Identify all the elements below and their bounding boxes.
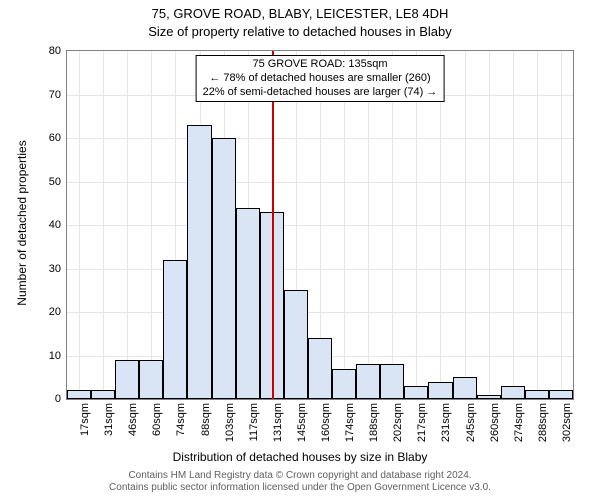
gridline-v bbox=[392, 51, 393, 399]
footer-copyright: Contains HM Land Registry data © Crown c… bbox=[0, 470, 600, 494]
histogram-bar bbox=[163, 260, 187, 399]
ytick-label: 70 bbox=[49, 89, 61, 101]
gridline-v bbox=[127, 51, 128, 399]
title-subtitle: Size of property relative to detached ho… bbox=[0, 24, 600, 39]
xtick-label: 160sqm bbox=[320, 403, 332, 442]
histogram-bar bbox=[284, 290, 308, 399]
gridline-v bbox=[489, 51, 490, 399]
histogram-bar bbox=[404, 386, 428, 399]
histogram-bar bbox=[332, 369, 356, 399]
xtick-label: 117sqm bbox=[248, 403, 260, 441]
gridline-v bbox=[344, 51, 345, 399]
histogram-bar bbox=[477, 395, 501, 399]
footer-line1: Contains HM Land Registry data © Crown c… bbox=[0, 470, 600, 482]
xtick-label: 217sqm bbox=[416, 403, 428, 442]
xtick-label: 231sqm bbox=[440, 403, 452, 442]
histogram-bar bbox=[428, 382, 452, 399]
histogram-bar bbox=[549, 390, 573, 399]
xtick-label: 145sqm bbox=[296, 403, 308, 442]
annotation-line2: ← 78% of detached houses are smaller (26… bbox=[203, 72, 438, 86]
gridline-v bbox=[368, 51, 369, 399]
gridline-v bbox=[465, 51, 466, 399]
x-axis-label: Distribution of detached houses by size … bbox=[0, 450, 600, 464]
histogram-bar bbox=[91, 390, 115, 399]
xtick-label: 288sqm bbox=[537, 403, 549, 442]
annotation-box: 75 GROVE ROAD: 135sqm ← 78% of detached … bbox=[196, 55, 445, 102]
chart-plot-area: 0102030405060708017sqm31sqm46sqm60sqm74s… bbox=[66, 50, 574, 400]
xtick-label: 60sqm bbox=[151, 403, 163, 436]
histogram-bar bbox=[115, 360, 139, 399]
xtick-label: 245sqm bbox=[465, 403, 477, 442]
xtick-label: 274sqm bbox=[513, 403, 525, 442]
histogram-bar bbox=[139, 360, 163, 399]
gridline-v bbox=[416, 51, 417, 399]
histogram-bar bbox=[67, 390, 91, 399]
xtick-label: 74sqm bbox=[175, 403, 187, 436]
histogram-bar bbox=[501, 386, 525, 399]
xtick-label: 46sqm bbox=[127, 403, 139, 436]
xtick-label: 131sqm bbox=[272, 403, 284, 442]
ytick-label: 60 bbox=[49, 132, 61, 144]
title-address: 75, GROVE ROAD, BLABY, LEICESTER, LE8 4D… bbox=[0, 6, 600, 21]
xtick-label: 17sqm bbox=[79, 403, 91, 436]
footer-line2: Contains public sector information licen… bbox=[0, 482, 600, 494]
histogram-bar bbox=[356, 364, 380, 399]
histogram-bar bbox=[380, 364, 404, 399]
xtick-label: 188sqm bbox=[368, 403, 380, 442]
xtick-label: 31sqm bbox=[103, 403, 115, 436]
xtick-label: 174sqm bbox=[344, 403, 356, 442]
gridline-v bbox=[79, 51, 80, 399]
ytick-label: 20 bbox=[49, 306, 61, 318]
gridline-v bbox=[440, 51, 441, 399]
gridline-v bbox=[151, 51, 152, 399]
histogram-bar bbox=[236, 208, 260, 399]
gridline-v bbox=[561, 51, 562, 399]
gridline-v bbox=[537, 51, 538, 399]
gridline-v bbox=[103, 51, 104, 399]
histogram-bar bbox=[308, 338, 332, 399]
ytick-label: 0 bbox=[55, 393, 61, 405]
xtick-label: 302sqm bbox=[561, 403, 573, 442]
xtick-label: 103sqm bbox=[224, 403, 236, 442]
xtick-label: 202sqm bbox=[392, 403, 404, 442]
histogram-bar bbox=[453, 377, 477, 399]
y-axis-label: Number of detached properties bbox=[15, 133, 29, 313]
ytick-label: 10 bbox=[49, 350, 61, 362]
gridline-v bbox=[513, 51, 514, 399]
annotation-line3: 22% of semi-detached houses are larger (… bbox=[203, 86, 438, 100]
xtick-label: 88sqm bbox=[200, 403, 212, 436]
ytick-label: 40 bbox=[49, 219, 61, 231]
xtick-label: 260sqm bbox=[489, 403, 501, 442]
histogram-bar bbox=[187, 125, 211, 399]
reference-line bbox=[272, 51, 274, 399]
annotation-line1: 75 GROVE ROAD: 135sqm bbox=[203, 58, 438, 72]
histogram-bar bbox=[525, 390, 549, 399]
page-root: 75, GROVE ROAD, BLABY, LEICESTER, LE8 4D… bbox=[0, 0, 600, 500]
ytick-label: 80 bbox=[49, 45, 61, 57]
ytick-label: 50 bbox=[49, 176, 61, 188]
histogram-bar bbox=[212, 138, 236, 399]
ytick-label: 30 bbox=[49, 263, 61, 275]
